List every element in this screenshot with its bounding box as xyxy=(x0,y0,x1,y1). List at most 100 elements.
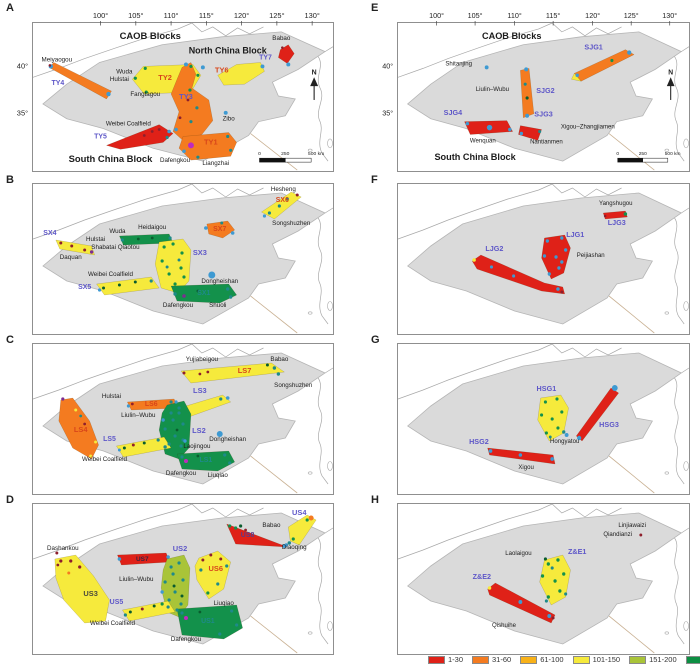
map-c: Yujiabeigou Babao LS7 Songshuzhen LS3 Hulstai… xyxy=(32,343,334,495)
map-label: HSG3 xyxy=(599,420,619,429)
sample-dot xyxy=(487,586,492,590)
legend-label: 1-30 xyxy=(448,655,464,664)
sample-dot xyxy=(560,236,564,240)
sample-dot xyxy=(106,91,111,97)
deposit-area xyxy=(206,220,235,239)
map-labels: HSG1 HSG3 Hongyatou HSG2 Xigou xyxy=(469,384,619,471)
map-label: SJG1 xyxy=(584,43,602,52)
sample-dot xyxy=(152,604,156,608)
sample-dot xyxy=(281,46,284,49)
sample-dot xyxy=(157,128,161,131)
sample-dot xyxy=(56,563,60,567)
deposit-areas xyxy=(54,514,317,640)
map-label: US2 xyxy=(173,544,187,553)
coastline xyxy=(551,22,622,37)
sample-dot xyxy=(556,426,560,430)
sample-dot xyxy=(230,231,235,235)
sample-dot xyxy=(182,294,186,298)
map-label: TY5 xyxy=(94,133,107,140)
map-label: US1 xyxy=(201,618,215,625)
map-label: LJG3 xyxy=(608,218,626,227)
sample-dot xyxy=(199,568,203,572)
coastline xyxy=(191,22,264,37)
sample-dot xyxy=(550,417,554,421)
deposit-area xyxy=(178,132,237,161)
map-d: US4 Babao US8 Diaoqing Dashankou US7 US2 US6 US3… xyxy=(32,503,334,655)
sample-dot xyxy=(182,275,186,279)
map-label: North China Block xyxy=(189,46,267,56)
map-labels: CAOB Blocks South China Block SJG1 Shitanji… xyxy=(434,31,615,162)
coastline xyxy=(551,343,622,358)
sample-dot xyxy=(518,600,523,604)
sample-dot xyxy=(488,449,493,453)
coastline xyxy=(191,343,264,358)
sample-dot xyxy=(102,286,106,290)
island-outline xyxy=(664,148,670,152)
sample-dot xyxy=(228,524,232,528)
sample-dot xyxy=(564,248,568,252)
sample-dot xyxy=(196,454,200,458)
sample-dot xyxy=(167,129,171,134)
map-label: TY7 xyxy=(259,55,272,62)
sample-dot xyxy=(126,404,130,408)
sample-dot xyxy=(165,265,169,269)
deposit-area xyxy=(154,238,192,294)
coastline xyxy=(397,503,553,560)
sample-dot xyxy=(160,602,164,606)
sample-dot xyxy=(547,272,551,276)
sample-dot xyxy=(542,254,547,258)
deposit-area xyxy=(116,436,172,458)
panel-letter-h: H xyxy=(371,494,379,506)
map-label: Linjiawaizi xyxy=(618,522,646,529)
longitude-label: 100° xyxy=(93,11,108,20)
sample-dot xyxy=(133,76,137,80)
map-label: Babao xyxy=(262,522,281,529)
sample-dot xyxy=(166,605,170,609)
sample-dot xyxy=(228,295,233,299)
map-label: LS6 xyxy=(145,401,158,408)
sample-dot xyxy=(277,204,281,208)
sample-dot xyxy=(198,610,202,614)
legend-item: 61-100 xyxy=(520,655,564,664)
sample-dot xyxy=(225,396,230,400)
block-boundary xyxy=(250,133,298,171)
longitude-label: 105° xyxy=(128,11,143,20)
map-g: HSG1 HSG3 Hongyatou HSG2 Xigou xyxy=(397,343,690,495)
longitude-label: 110° xyxy=(507,11,521,20)
island-outline xyxy=(327,301,333,311)
panel-letter-d: D xyxy=(6,494,14,506)
korea-coastline xyxy=(674,217,685,325)
block-boundary xyxy=(608,615,655,654)
map-labels: Yujiabeigou Babao LS7 Songshuzhen LS3 Hulstai… xyxy=(74,356,313,479)
scale-bar: 0 250 500 km xyxy=(258,151,324,163)
sample-dot xyxy=(183,62,188,67)
map-label: LS2 xyxy=(192,426,206,435)
deposit-area xyxy=(574,49,635,82)
map-label: Shitanjing xyxy=(445,60,472,67)
deposit-area xyxy=(170,283,237,304)
coastline xyxy=(324,207,334,214)
figure-legend: 1-30 31-60 61-100 101-150 151-200 > 200 xyxy=(428,655,700,664)
deposit-area xyxy=(471,254,565,295)
panel-d: US4 Babao US8 Diaoqing Dashankou US7 US2 US6 US3… xyxy=(32,503,334,655)
sample-dot xyxy=(282,544,287,548)
coastline xyxy=(191,183,264,198)
map-label: LS5 xyxy=(103,436,116,443)
longitude-label: 115° xyxy=(546,11,560,20)
sample-dot xyxy=(55,551,59,555)
sample-dot xyxy=(161,418,165,422)
island-outline xyxy=(307,148,313,152)
map-label: CAOB Blocks xyxy=(120,30,181,41)
block-boundary xyxy=(250,615,298,654)
sample-dot xyxy=(523,82,527,86)
sample-dot xyxy=(182,371,186,375)
north-arrow-head xyxy=(666,77,675,87)
sample-dot xyxy=(196,155,200,159)
sample-dot xyxy=(226,287,230,291)
island-outline xyxy=(327,138,333,149)
legend-item: 101-150 xyxy=(572,655,620,664)
sample-dot xyxy=(61,397,65,401)
panel-letter-e: E xyxy=(371,2,379,14)
map-base xyxy=(397,22,690,171)
map-label: Daquan xyxy=(60,254,82,261)
